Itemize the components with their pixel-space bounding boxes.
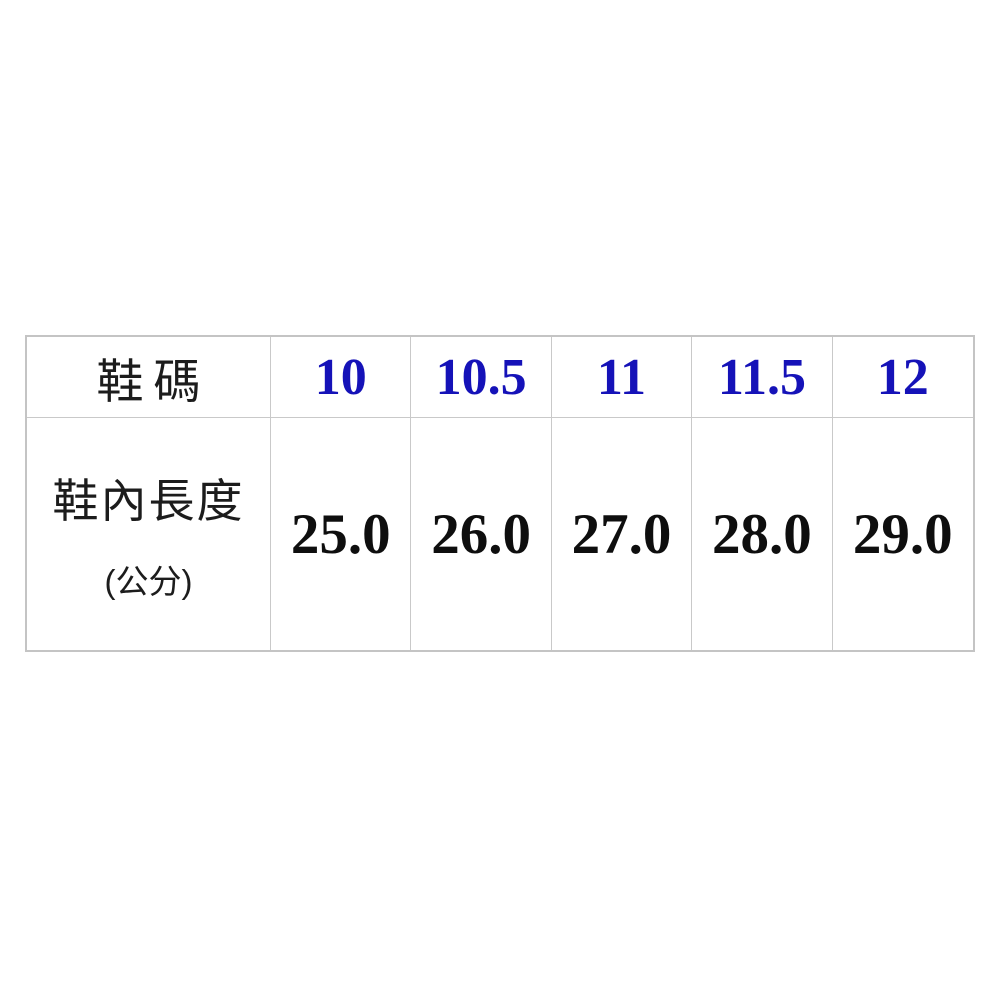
shoe-size-cell: 11 bbox=[551, 337, 693, 418]
shoe-size-cell: 11.5 bbox=[692, 337, 833, 418]
length-row-label-line2: (公分) bbox=[104, 563, 193, 600]
length-value-cell: 28.0 bbox=[692, 418, 833, 650]
length-row-label-line1: 鞋內長度 bbox=[52, 475, 245, 527]
length-value-cell: 27.0 bbox=[551, 418, 693, 650]
size-row-header-label: 鞋碼 bbox=[27, 337, 271, 418]
shoe-size-chart-table: 鞋碼 10 10.5 11 11.5 12 鞋內長度 (公分) 25.0 26.… bbox=[25, 335, 975, 652]
length-value-cell: 26.0 bbox=[411, 418, 552, 650]
shoe-size-cell: 12 bbox=[832, 337, 973, 418]
shoe-size-cell: 10 bbox=[271, 337, 412, 418]
shoe-size-cell: 10.5 bbox=[411, 337, 552, 418]
length-value-cell: 25.0 bbox=[271, 418, 412, 650]
length-value-cell: 29.0 bbox=[832, 418, 973, 650]
length-row-header-label: 鞋內長度 (公分) bbox=[27, 418, 271, 650]
